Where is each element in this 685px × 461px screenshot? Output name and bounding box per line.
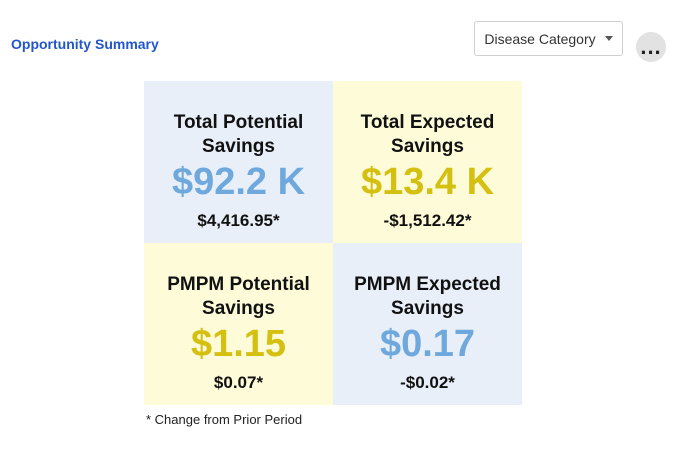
- tile-value: $13.4 K: [360, 161, 495, 203]
- tile-pmpm-potential-savings: PMPM Potential Savings $1.15 $0.07*: [144, 243, 333, 405]
- tile-total-expected-savings: Total Expected Savings $13.4 K -$1,512.4…: [333, 81, 522, 243]
- tile-value: $0.17: [379, 323, 476, 365]
- footnote: * Change from Prior Period: [146, 412, 303, 427]
- tile-change: $4,416.95*: [197, 211, 280, 230]
- dropdown-label: Disease Category: [484, 30, 596, 47]
- tile-total-potential-savings: Total Potential Savings $92.2 K $4,416.9…: [144, 81, 333, 243]
- more-options-button[interactable]: ...: [636, 32, 666, 62]
- savings-grid: Total Potential Savings $92.2 K $4,416.9…: [144, 81, 522, 405]
- more-icon: ...: [640, 34, 662, 59]
- tile-label: Total Expected Savings: [360, 112, 495, 157]
- tile-change: $0.07*: [213, 373, 264, 392]
- tile-label: PMPM Potential Savings: [167, 274, 310, 319]
- tile-label: PMPM Expected Savings: [354, 274, 501, 319]
- tile-change: -$1,512.42*: [383, 211, 472, 230]
- tile-change: -$0.02*: [400, 373, 455, 392]
- tile-pmpm-expected-savings: PMPM Expected Savings $0.17 -$0.02*: [333, 243, 522, 405]
- caret-down-icon: [604, 36, 613, 41]
- tile-value: $92.2 K: [171, 161, 306, 203]
- tile-label: Total Potential Savings: [173, 112, 304, 157]
- tile-value: $1.15: [190, 323, 287, 365]
- disease-category-dropdown[interactable]: Disease Category: [474, 21, 623, 56]
- page-title: Opportunity Summary: [11, 36, 159, 52]
